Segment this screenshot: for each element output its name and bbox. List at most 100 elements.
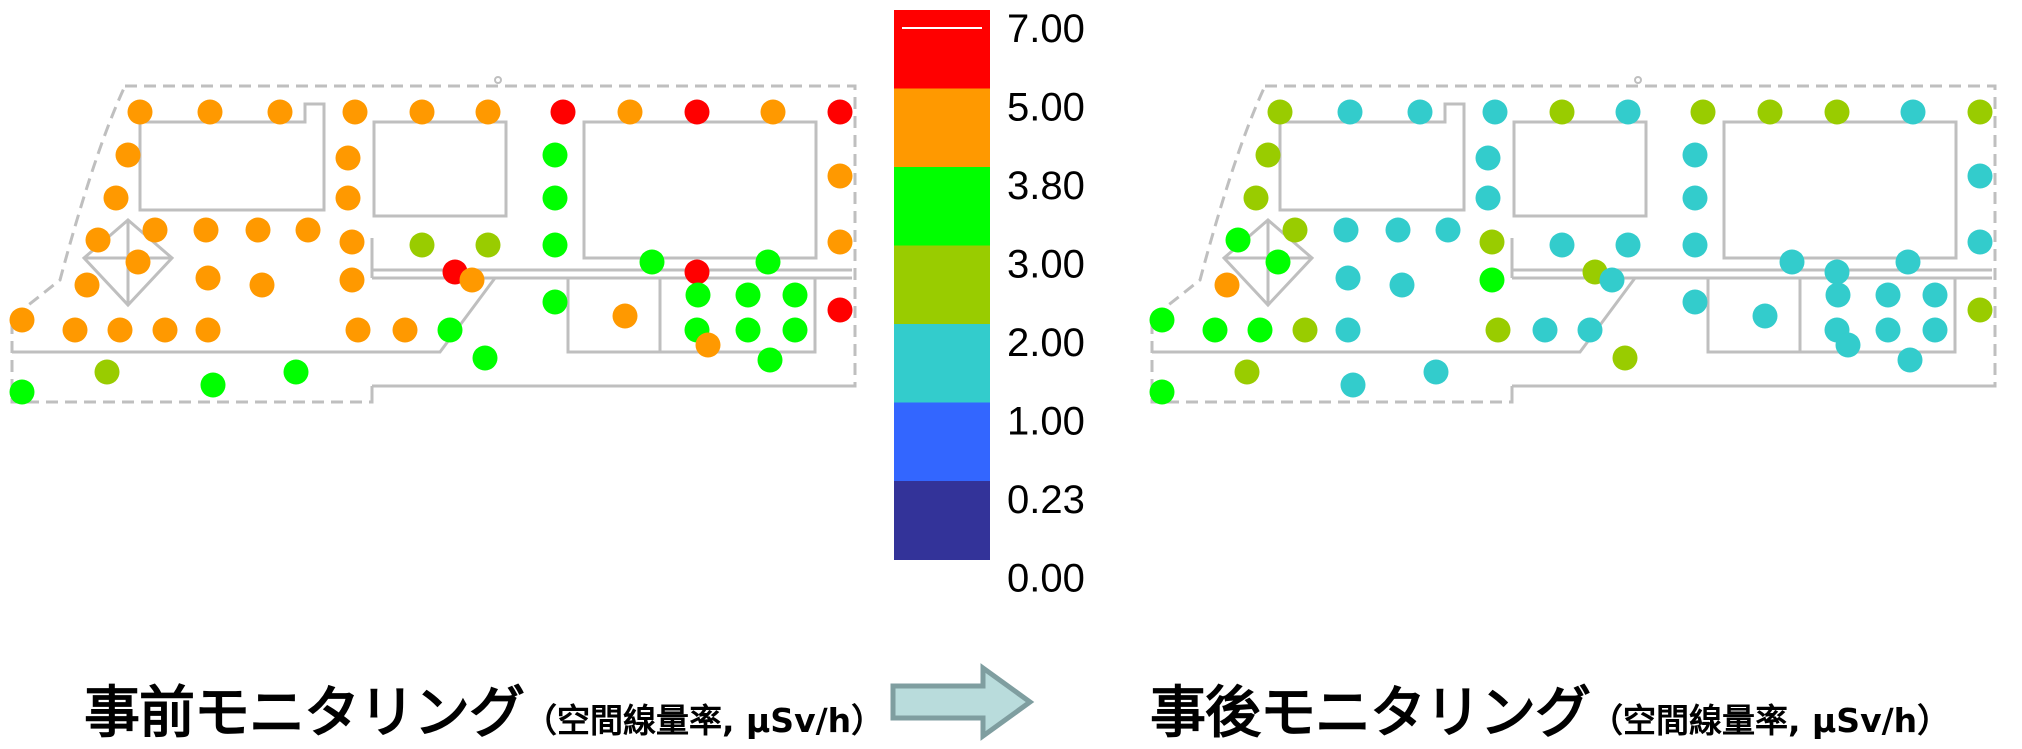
- before-point: [735, 282, 761, 308]
- after-point: [1482, 99, 1508, 125]
- map-before: [9, 76, 857, 405]
- legend-tick-label: 2.00: [1007, 321, 1085, 365]
- before-point: [9, 307, 35, 333]
- caption-before-title: 事前モニタリング: [84, 681, 525, 746]
- after-point: [1214, 272, 1240, 298]
- legend-band: [894, 245, 990, 325]
- caption-before: 事前モニタリング（空間線量率, μSv/h）: [84, 668, 884, 749]
- after-point: [1333, 217, 1359, 243]
- parking-lot: [566, 278, 817, 354]
- path-line: [1152, 277, 1637, 354]
- caption-before-unit: （空間線量率, μSv/h）: [524, 701, 885, 740]
- building-2: [1512, 120, 1648, 218]
- before-point: [249, 272, 275, 298]
- legend-band: [894, 88, 990, 168]
- before-point: [267, 99, 293, 125]
- before-point: [437, 317, 463, 343]
- legend-tick-label: 0.23: [1007, 478, 1085, 522]
- before-point: [197, 99, 223, 125]
- after-point: [1779, 249, 1805, 275]
- before-point: [195, 265, 221, 291]
- before-point: [200, 372, 226, 398]
- after-point: [1757, 99, 1783, 125]
- legend-tick-label: 3.80: [1007, 164, 1085, 208]
- after-point: [1225, 227, 1251, 253]
- before-point: [684, 259, 710, 285]
- lower-line: [370, 384, 855, 402]
- before-point: [283, 359, 309, 385]
- after-point: [1149, 307, 1175, 333]
- before-point: [107, 317, 133, 343]
- after-point: [1825, 282, 1851, 308]
- after-point: [1340, 372, 1366, 398]
- after-point: [1824, 99, 1850, 125]
- before-point: [335, 185, 361, 211]
- before-point: [639, 249, 665, 275]
- before-point: [152, 317, 178, 343]
- legend-tick-label: 1.00: [1007, 400, 1085, 444]
- before-point: [195, 317, 221, 343]
- after-point: [1967, 99, 1993, 125]
- after-point: [1682, 185, 1708, 211]
- right-arrow-icon: [890, 663, 1035, 741]
- after-point: [1255, 142, 1281, 168]
- before-point: [345, 317, 371, 343]
- before-point: [115, 142, 141, 168]
- after-point: [1479, 229, 1505, 255]
- after-point: [1922, 317, 1948, 343]
- before-point: [684, 99, 710, 125]
- after-point: [1682, 142, 1708, 168]
- before-point: [392, 317, 418, 343]
- after-point: [1824, 259, 1850, 285]
- after-point: [1690, 99, 1716, 125]
- map-after: [1149, 76, 1997, 405]
- caption-after-unit: （空間線量率, μSv/h）: [1590, 701, 1951, 740]
- before-point: [542, 185, 568, 211]
- after-point: [1267, 99, 1293, 125]
- before-point: [757, 347, 783, 373]
- parking-lot: [1706, 278, 1957, 354]
- after-point: [1549, 232, 1575, 258]
- after-point: [1875, 282, 1901, 308]
- before-point: [735, 317, 761, 343]
- site-marker: [494, 76, 502, 84]
- after-point: [1389, 272, 1415, 298]
- before-point: [74, 272, 100, 298]
- after-point: [1922, 282, 1948, 308]
- after-point: [1202, 317, 1228, 343]
- before-point: [827, 229, 853, 255]
- after-point: [1335, 265, 1361, 291]
- after-point: [1835, 332, 1861, 358]
- before-point: [760, 99, 786, 125]
- before-point: [550, 99, 576, 125]
- site-marker: [1634, 76, 1642, 84]
- lower-line: [1510, 384, 1995, 402]
- building-2: [372, 120, 508, 218]
- after-point: [1599, 267, 1625, 293]
- after-point: [1549, 99, 1575, 125]
- after-point: [1234, 359, 1260, 385]
- legend-band: [894, 402, 990, 482]
- caption-after: 事後モニタリング（空間線量率, μSv/h）: [1150, 668, 1950, 749]
- before-point: [827, 297, 853, 323]
- after-point: [1612, 345, 1638, 371]
- path-line: [12, 277, 497, 354]
- before-point: [827, 99, 853, 125]
- after-point: [1897, 347, 1923, 373]
- before-point: [127, 99, 153, 125]
- after-point: [1265, 249, 1291, 275]
- before-point: [617, 99, 643, 125]
- before-point: [94, 359, 120, 385]
- before-point: [103, 185, 129, 211]
- after-point: [1292, 317, 1318, 343]
- site-boundary: [10, 84, 857, 404]
- before-point: [542, 232, 568, 258]
- after-point: [1967, 163, 1993, 189]
- legend-tick-label: 7.00: [1007, 7, 1085, 51]
- before-point: [342, 99, 368, 125]
- after-point: [1247, 317, 1273, 343]
- legend-band: [894, 167, 990, 246]
- after-point: [1475, 145, 1501, 171]
